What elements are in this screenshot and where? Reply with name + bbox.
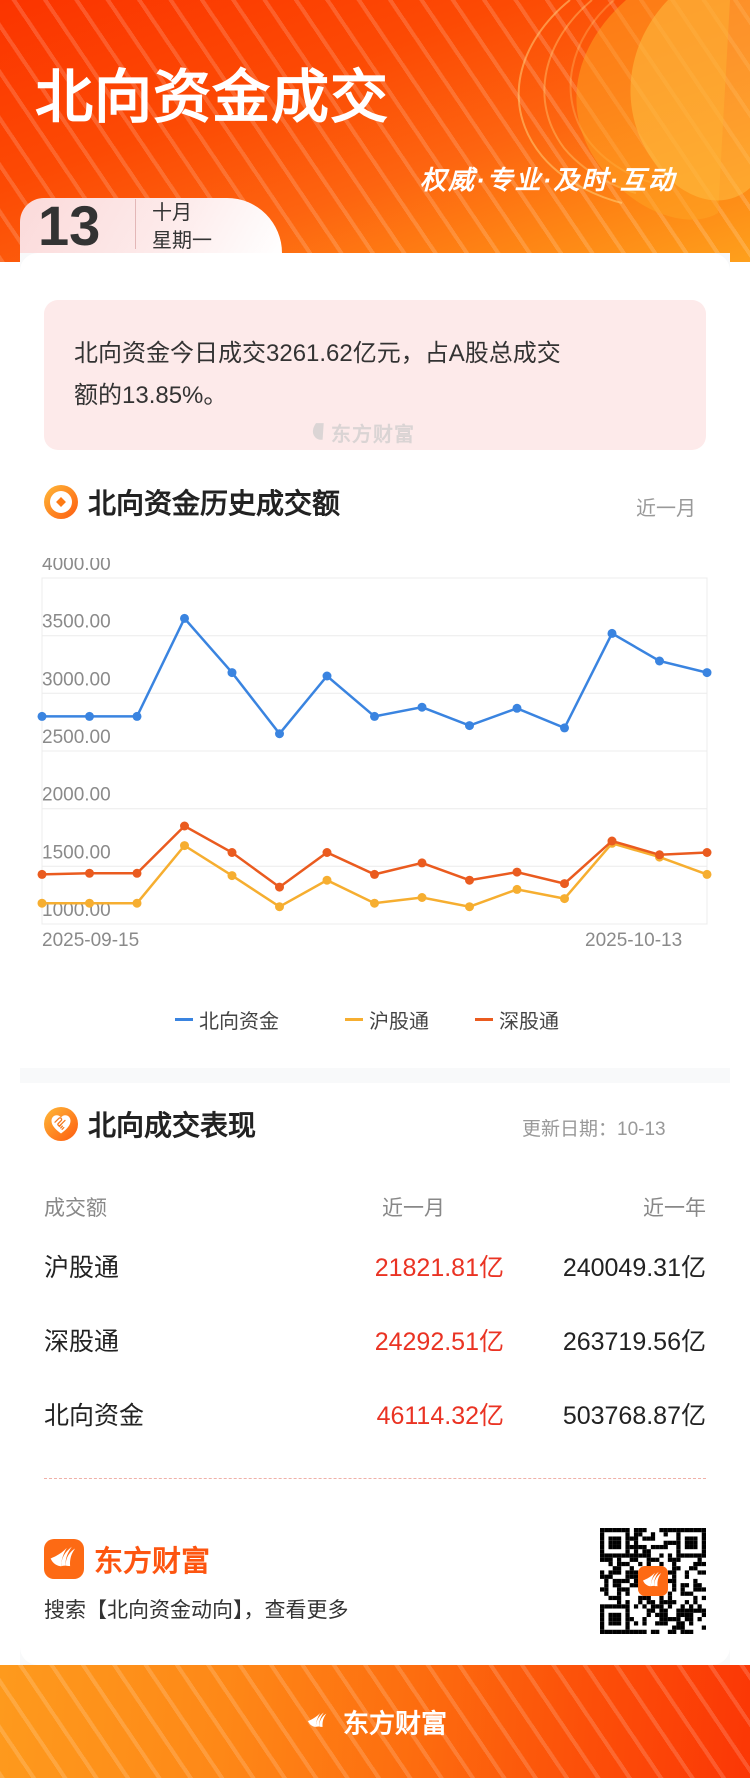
svg-text:2500.00: 2500.00 xyxy=(42,727,111,748)
svg-text:1500.00: 1500.00 xyxy=(42,842,111,863)
svg-text:2025-09-15: 2025-09-15 xyxy=(42,930,139,951)
svg-text:2025-10-13: 2025-10-13 xyxy=(585,930,682,951)
svg-text:3000.00: 3000.00 xyxy=(42,669,111,690)
svg-text:3500.00: 3500.00 xyxy=(42,612,111,633)
svg-text:2000.00: 2000.00 xyxy=(42,785,111,806)
svg-text:4000.00: 4000.00 xyxy=(42,558,111,575)
